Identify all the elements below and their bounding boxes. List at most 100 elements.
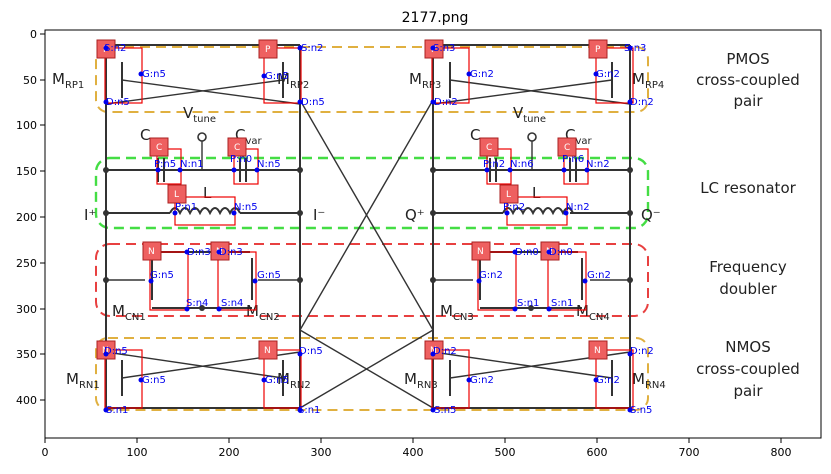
pin-label: P:n1 xyxy=(175,202,197,213)
pin-dot xyxy=(593,71,599,77)
pin-dot xyxy=(252,278,258,284)
pin-dot xyxy=(561,167,567,173)
pin-dot xyxy=(216,306,222,312)
pin-dot xyxy=(172,210,178,216)
y-tick-label: 350 xyxy=(16,348,37,361)
pin-dot xyxy=(138,71,144,77)
label-inductor-2: L xyxy=(532,184,541,202)
pin-dot xyxy=(627,407,633,413)
pin-label: G:n5 xyxy=(257,270,281,281)
caption-pmos-2: cross-coupled xyxy=(696,71,800,89)
pin-label: S:n2 xyxy=(301,43,323,54)
pin-label: G:n5 xyxy=(150,270,174,281)
pin-label: D:n5 xyxy=(106,97,130,108)
tag-box xyxy=(258,340,278,360)
pin-label: G:n2 xyxy=(470,69,494,80)
label-cvar-4: Cvar xyxy=(565,126,593,147)
x-tick-label: 400 xyxy=(403,446,424,459)
label-mrn3: MRN3 xyxy=(404,370,438,391)
label-q-plus: Q⁺ xyxy=(405,206,425,224)
label-mrp1: MRP1 xyxy=(52,70,84,91)
pin-dot xyxy=(103,351,109,357)
pin-label: S:n4 xyxy=(221,298,243,309)
pin-dot xyxy=(627,351,633,357)
pin-dot xyxy=(507,167,513,173)
pin-dot xyxy=(504,210,510,216)
pin-label: N:n1 xyxy=(180,159,204,170)
pin-label: P:n6 xyxy=(562,154,584,165)
pin-dot xyxy=(261,377,267,383)
tag-letter: N xyxy=(102,346,109,356)
pin-dot xyxy=(254,167,260,173)
tag-letter: C xyxy=(156,143,162,153)
pin-label: P:n0 xyxy=(230,154,252,165)
pin-label: D:n5 xyxy=(301,97,325,108)
y-tick-label: 50 xyxy=(23,74,37,87)
pin-dot xyxy=(593,377,599,383)
pin-dot xyxy=(563,210,569,216)
pin-dot xyxy=(430,45,436,51)
y-axis: 0 50 100 150 200 250 300 350 400 xyxy=(16,28,45,407)
pin-dot xyxy=(103,45,109,51)
pin-dot xyxy=(138,377,144,383)
x-tick-label: 700 xyxy=(679,446,700,459)
tag-letter: C xyxy=(486,143,492,153)
pin-label: D:n5 xyxy=(104,346,128,357)
pin-label: N:n5 xyxy=(257,159,281,170)
pin-dot xyxy=(231,210,237,216)
pin-dot xyxy=(177,167,183,173)
caption-doubler-1: Frequency xyxy=(709,258,787,276)
pin-label: S:n1 xyxy=(298,405,320,416)
tag-box xyxy=(424,340,444,360)
pin-dot xyxy=(430,407,436,413)
y-tick-label: 400 xyxy=(16,394,37,407)
x-tick-label: 100 xyxy=(127,446,148,459)
pin-label: G:n5 xyxy=(142,69,166,80)
label-mrp4: MRP4 xyxy=(632,70,664,91)
x-tick-label: 500 xyxy=(495,446,516,459)
x-tick-label: 600 xyxy=(587,446,608,459)
x-tick-label: 200 xyxy=(219,446,240,459)
pin-label: P:n2 xyxy=(503,202,525,213)
pin-label: D:n3 xyxy=(219,247,243,258)
tag-letter: N xyxy=(594,346,601,356)
pin-label: G:n2 xyxy=(596,69,620,80)
pin-dot xyxy=(584,167,590,173)
pin-dot xyxy=(466,71,472,77)
y-tick-label: 300 xyxy=(16,303,37,316)
nmos-block-outline xyxy=(95,337,649,411)
pin-label: G:n2 xyxy=(479,270,503,281)
label-q-minus: Q⁻ xyxy=(641,206,661,224)
label-mrp2: MRP2 xyxy=(277,70,309,91)
tag-box xyxy=(142,241,162,261)
tag-box xyxy=(227,137,247,157)
tag-letter: N xyxy=(148,247,155,257)
pin-dot xyxy=(512,306,518,312)
tag-letter: N xyxy=(264,346,271,356)
pin-dot xyxy=(184,249,190,255)
tag-letter: C xyxy=(564,143,570,153)
tag-box xyxy=(479,137,499,157)
pin-label: G:n2 xyxy=(596,375,620,386)
pin-dot xyxy=(297,407,303,413)
x-axis: 0 100 200 300 400 500 600 700 800 xyxy=(42,438,792,459)
label-mcn1: MCN1 xyxy=(112,302,146,323)
label-inductor-1: L xyxy=(203,184,212,202)
pin-dot xyxy=(297,45,303,51)
tag-letter: N xyxy=(430,346,437,356)
pin-dot xyxy=(466,377,472,383)
tag-box xyxy=(499,184,519,204)
pin-label: D:n2 xyxy=(433,346,457,357)
pin-dot xyxy=(216,249,222,255)
caption-pmos-1: PMOS xyxy=(726,50,769,68)
pin-dot xyxy=(148,278,154,284)
pin-label: G:n2 xyxy=(470,375,494,386)
tag-letter: N xyxy=(477,247,484,257)
component-box xyxy=(156,148,182,185)
label-vtune-right: Vtune xyxy=(513,104,546,125)
tag-letter: C xyxy=(234,143,240,153)
pin-dot xyxy=(155,167,161,173)
label-mrn2: MRN2 xyxy=(277,370,311,391)
pin-label: N:n6 xyxy=(510,159,534,170)
pin-label: D:n0 xyxy=(549,247,573,258)
